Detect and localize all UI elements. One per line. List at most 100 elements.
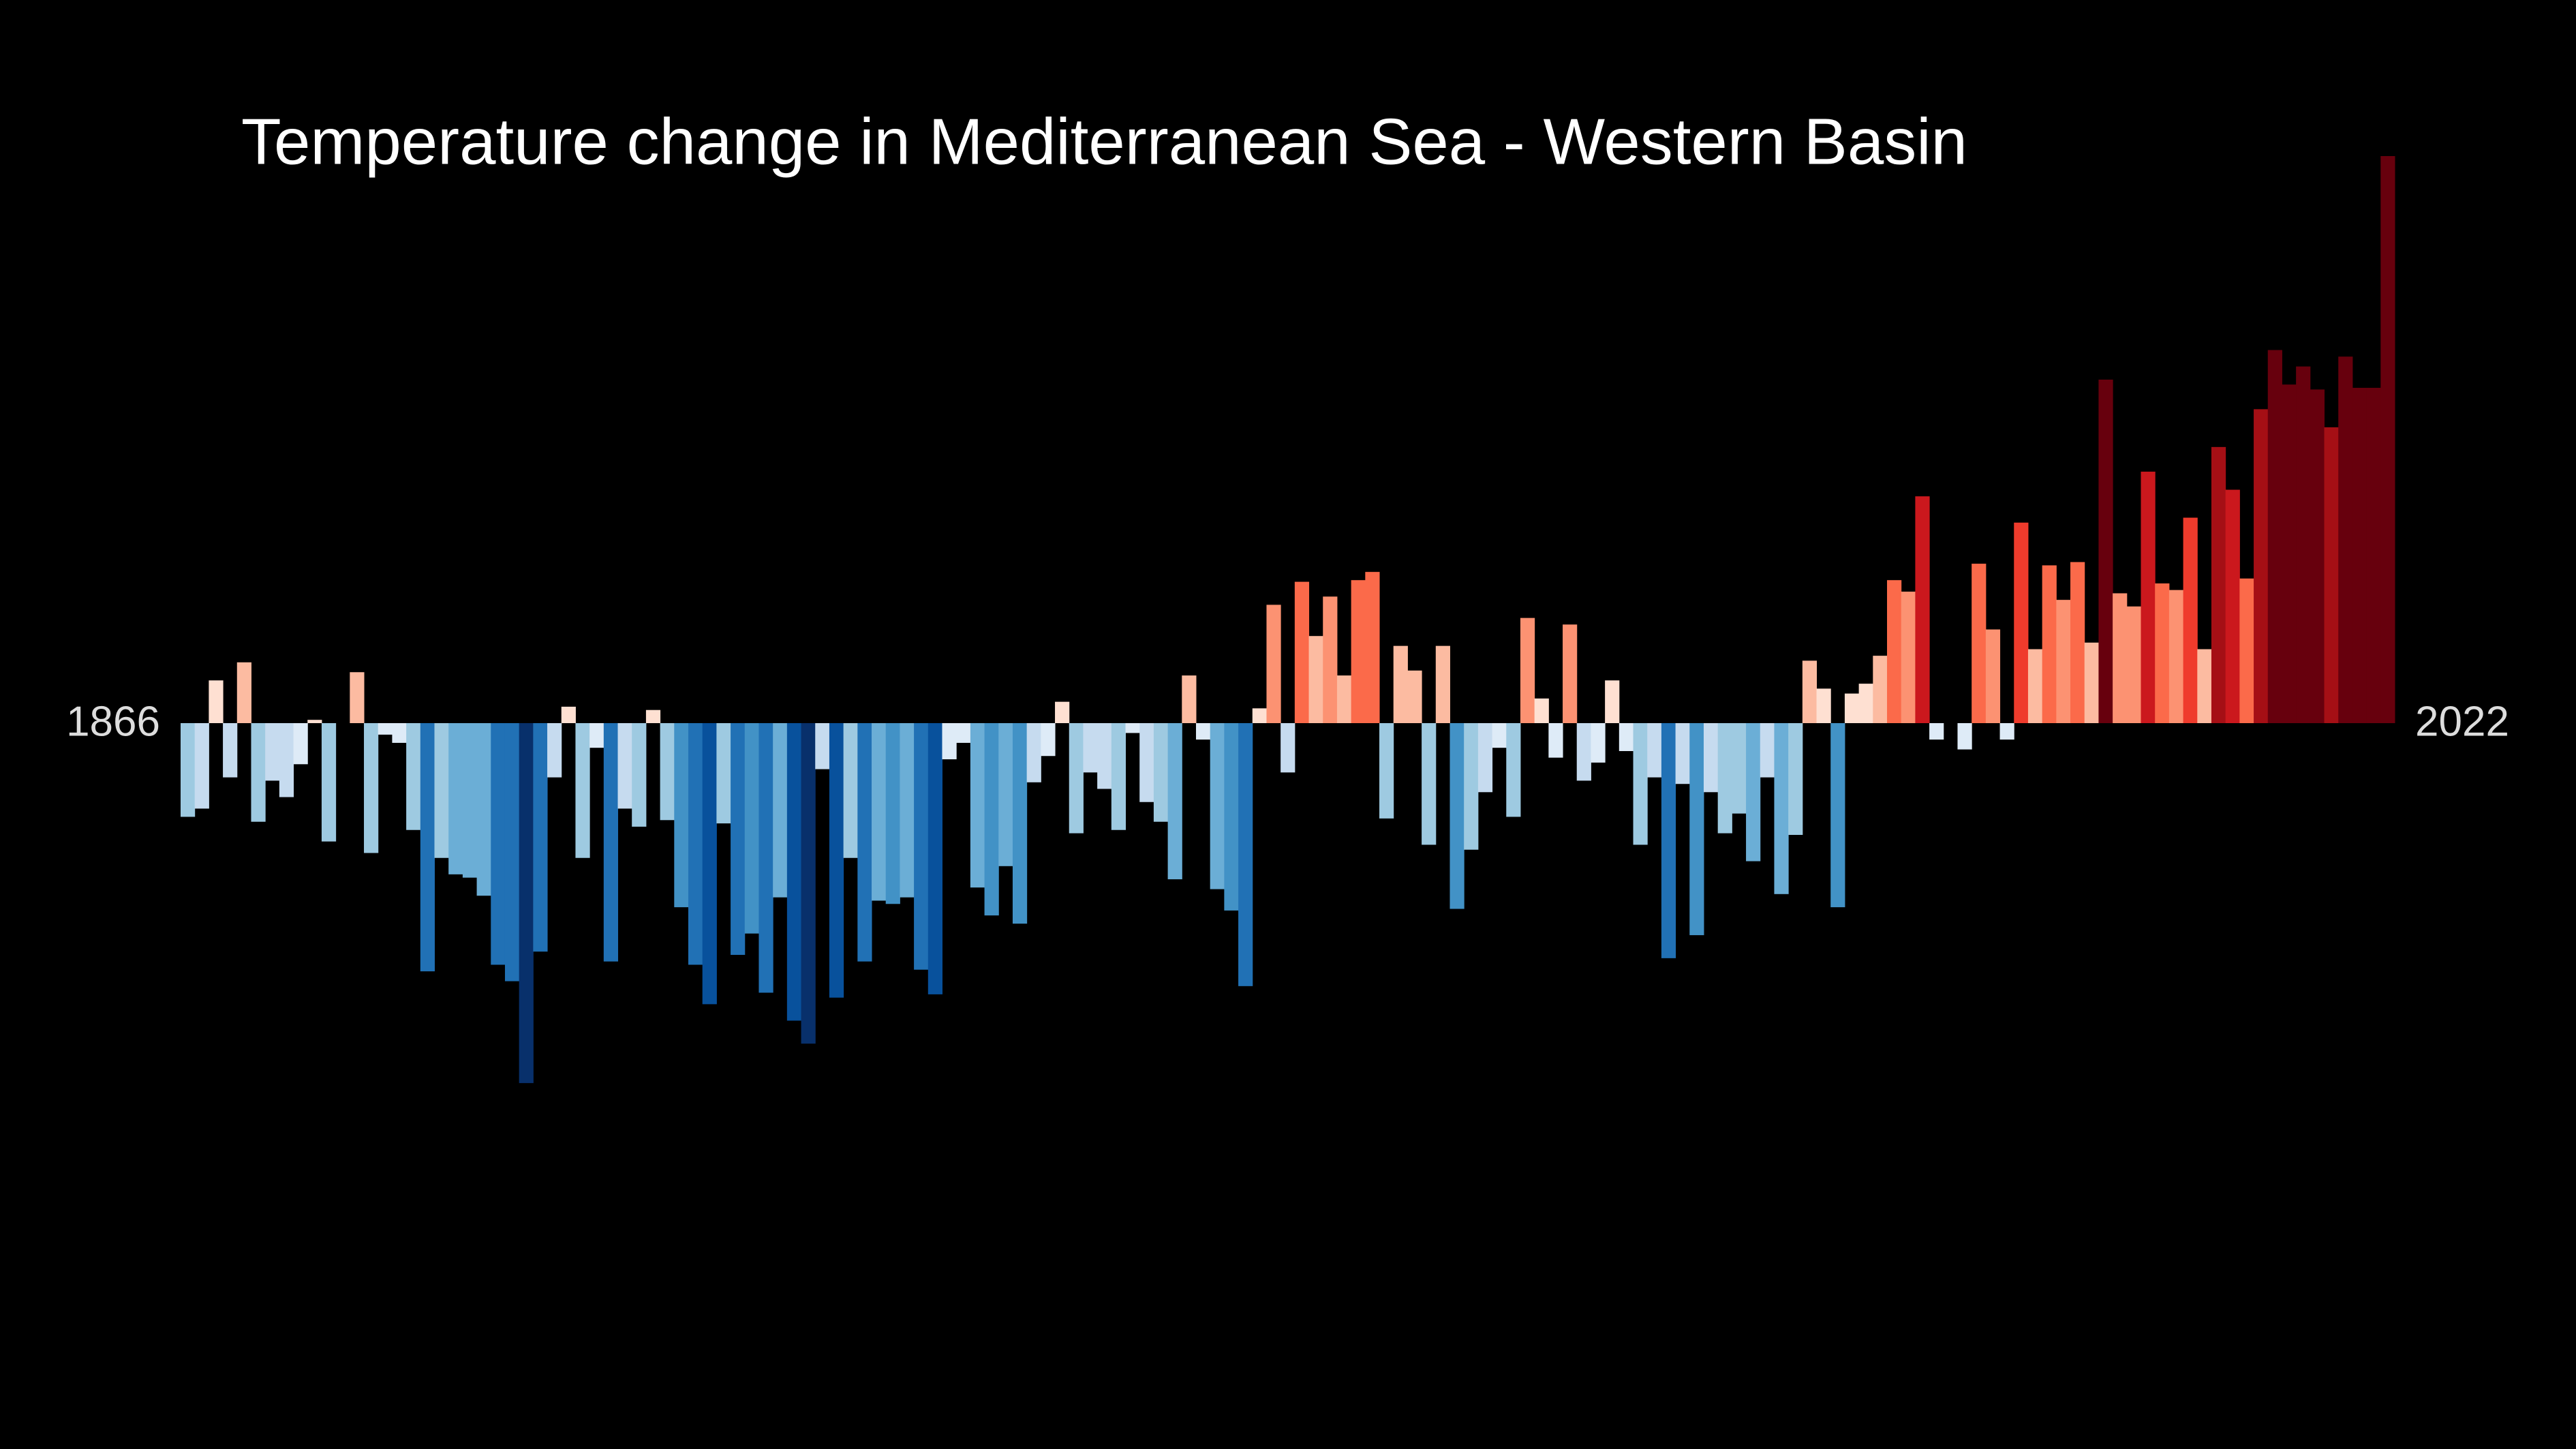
bar bbox=[843, 723, 858, 858]
bar bbox=[1407, 670, 1422, 723]
bar bbox=[998, 723, 1013, 866]
bar bbox=[603, 723, 619, 962]
bar bbox=[1929, 723, 1944, 740]
bar bbox=[462, 723, 478, 878]
bar bbox=[1252, 708, 1267, 723]
bar bbox=[1365, 572, 1380, 723]
bar bbox=[1450, 723, 1465, 909]
bar bbox=[1858, 684, 1873, 723]
bar bbox=[561, 706, 576, 723]
bar bbox=[872, 723, 887, 901]
bar bbox=[1238, 723, 1253, 986]
bar bbox=[1125, 723, 1140, 733]
bar bbox=[2254, 409, 2269, 723]
bar bbox=[716, 723, 731, 824]
bar bbox=[815, 723, 830, 769]
bar bbox=[2056, 600, 2071, 723]
bar bbox=[265, 723, 280, 781]
bar bbox=[645, 710, 661, 723]
bar bbox=[364, 723, 379, 853]
bar bbox=[251, 723, 266, 822]
bar bbox=[504, 723, 520, 981]
bar bbox=[378, 723, 393, 735]
bar bbox=[1153, 723, 1169, 822]
bar bbox=[1605, 680, 1620, 723]
bar bbox=[984, 723, 999, 916]
bar bbox=[2141, 472, 2156, 723]
bar bbox=[1520, 617, 1535, 723]
bar bbox=[1308, 636, 1323, 723]
bar bbox=[1633, 723, 1648, 845]
bar bbox=[2282, 384, 2297, 723]
bar bbox=[1887, 580, 1902, 723]
bar bbox=[632, 723, 647, 827]
bar bbox=[857, 723, 872, 962]
bar bbox=[731, 723, 746, 956]
bar bbox=[491, 723, 506, 965]
bar bbox=[1746, 723, 1761, 861]
bar bbox=[2155, 583, 2170, 723]
bar bbox=[2168, 590, 2184, 723]
bar bbox=[321, 723, 337, 842]
bar bbox=[1422, 723, 1437, 845]
x-tick-label: 1866 bbox=[66, 698, 160, 745]
bar bbox=[236, 662, 251, 723]
bar bbox=[420, 723, 435, 972]
bar bbox=[1576, 723, 1591, 781]
bar bbox=[1901, 592, 1916, 723]
bar bbox=[279, 723, 294, 797]
bar bbox=[1732, 723, 1747, 814]
bar bbox=[914, 723, 929, 970]
bar bbox=[927, 723, 942, 994]
bar bbox=[1774, 723, 1789, 894]
bar bbox=[1788, 723, 1803, 835]
bar bbox=[547, 723, 562, 778]
bar bbox=[2310, 389, 2325, 723]
bar bbox=[1012, 723, 1028, 924]
bar bbox=[1816, 688, 1831, 723]
bar bbox=[1647, 723, 1662, 778]
bar bbox=[1844, 693, 1860, 723]
bar bbox=[2197, 649, 2212, 723]
bar bbox=[1563, 624, 1578, 723]
bar bbox=[2324, 427, 2339, 723]
bar bbox=[1379, 723, 1394, 819]
bar bbox=[2239, 578, 2254, 723]
bar bbox=[1266, 605, 1281, 723]
bar bbox=[194, 723, 209, 809]
bar bbox=[829, 723, 844, 998]
x-tick-label: 2022 bbox=[2415, 698, 2509, 745]
bar bbox=[1182, 675, 1197, 723]
bar bbox=[1477, 723, 1493, 793]
bar bbox=[1041, 723, 1056, 757]
bar bbox=[1111, 723, 1126, 830]
chart-title: Temperature change in Mediterranean Sea … bbox=[241, 105, 1967, 178]
bar bbox=[1717, 723, 1732, 834]
bar bbox=[970, 723, 985, 888]
bar bbox=[1873, 656, 1888, 723]
bar bbox=[2014, 522, 2029, 723]
bar bbox=[688, 723, 703, 965]
bar bbox=[392, 723, 407, 743]
bar bbox=[1915, 496, 1930, 723]
bar bbox=[1506, 723, 1521, 817]
bar bbox=[223, 723, 238, 778]
bar bbox=[476, 723, 491, 896]
bar bbox=[2098, 379, 2113, 723]
bar bbox=[1534, 698, 1549, 723]
bar bbox=[209, 680, 224, 723]
bar bbox=[744, 723, 759, 934]
bar bbox=[801, 723, 816, 1044]
bar bbox=[1097, 723, 1112, 789]
bar bbox=[2366, 388, 2381, 723]
bar bbox=[1281, 723, 1295, 773]
bar bbox=[2084, 642, 2099, 723]
bar bbox=[293, 723, 308, 765]
bar bbox=[2267, 350, 2282, 723]
bar bbox=[773, 723, 788, 898]
bar bbox=[589, 723, 604, 748]
bar bbox=[1351, 580, 1366, 723]
bar bbox=[533, 723, 548, 952]
bar bbox=[1210, 723, 1225, 889]
bar bbox=[1548, 723, 1563, 758]
